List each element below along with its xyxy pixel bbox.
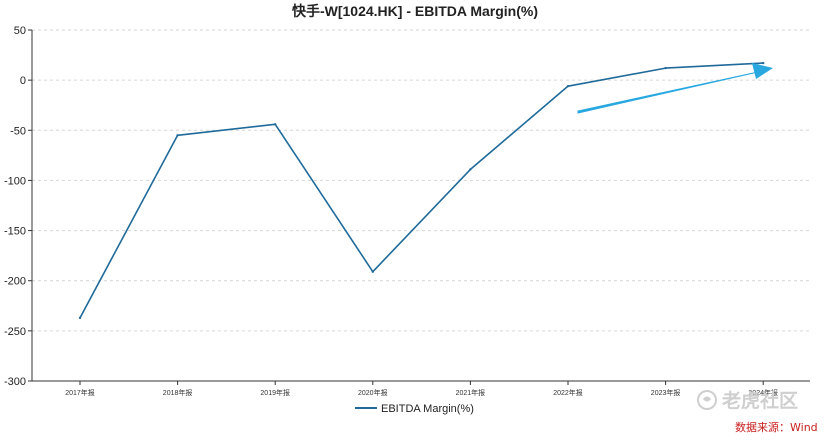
y-tick-label: -300 (4, 376, 26, 388)
x-tick-label: 2023年报 (651, 388, 681, 397)
trend-arrow-shaft (577, 71, 759, 114)
watermark: 老虎社区 (697, 389, 798, 412)
y-tick-label: 0 (20, 75, 26, 87)
x-tick-label: 2021年报 (456, 388, 486, 397)
x-tick-label: 2019年报 (260, 388, 290, 397)
watermark-text: 老虎社区 (722, 389, 798, 412)
legend-label: EBITDA Margin(%) (381, 403, 474, 415)
data-point (176, 134, 179, 137)
y-tick-label: -150 (4, 226, 26, 238)
y-tick-label: -50 (10, 125, 26, 137)
grid (32, 29, 810, 332)
tiger-logo-icon (697, 390, 717, 410)
trend-arrow-annotation (577, 63, 773, 114)
legend[interactable]: EBITDA Margin(%) (355, 403, 474, 415)
data-point (566, 84, 570, 88)
x-tick-label: 2018年报 (163, 388, 193, 397)
source-note: 数据来源：Wind (735, 420, 818, 434)
data-point (762, 61, 765, 65)
y-tick-label: -200 (4, 276, 26, 288)
x-tick-label: 2024年报 (748, 388, 778, 397)
data-point (371, 270, 374, 273)
x-tick-label: 2022年报 (553, 388, 583, 397)
x-axis-ticks: 2017年报 2018年报 2019年报 2020年报 2021年报 2022年报 2023… (65, 381, 778, 397)
series-group (78, 61, 765, 320)
data-point (664, 66, 667, 70)
data-point (274, 123, 277, 126)
x-tick-label: 2020年报 (358, 388, 388, 397)
y-tick-label: 50 (14, 25, 26, 37)
trend-arrow-head (752, 63, 773, 79)
chart-title: 快手-W[1024.HK] - EBITDA Margin(%) (292, 3, 538, 19)
series-line (79, 62, 764, 319)
y-tick-label: -250 (4, 326, 26, 338)
y-axis-ticks: 50 0 -50 -100 -150 -200 -250 -300 (4, 25, 32, 388)
axes (31, 30, 810, 382)
y-tick-label: -100 (4, 175, 26, 187)
data-point (78, 316, 82, 320)
data-point (469, 168, 472, 171)
x-tick-label: 2017年报 (65, 388, 95, 397)
